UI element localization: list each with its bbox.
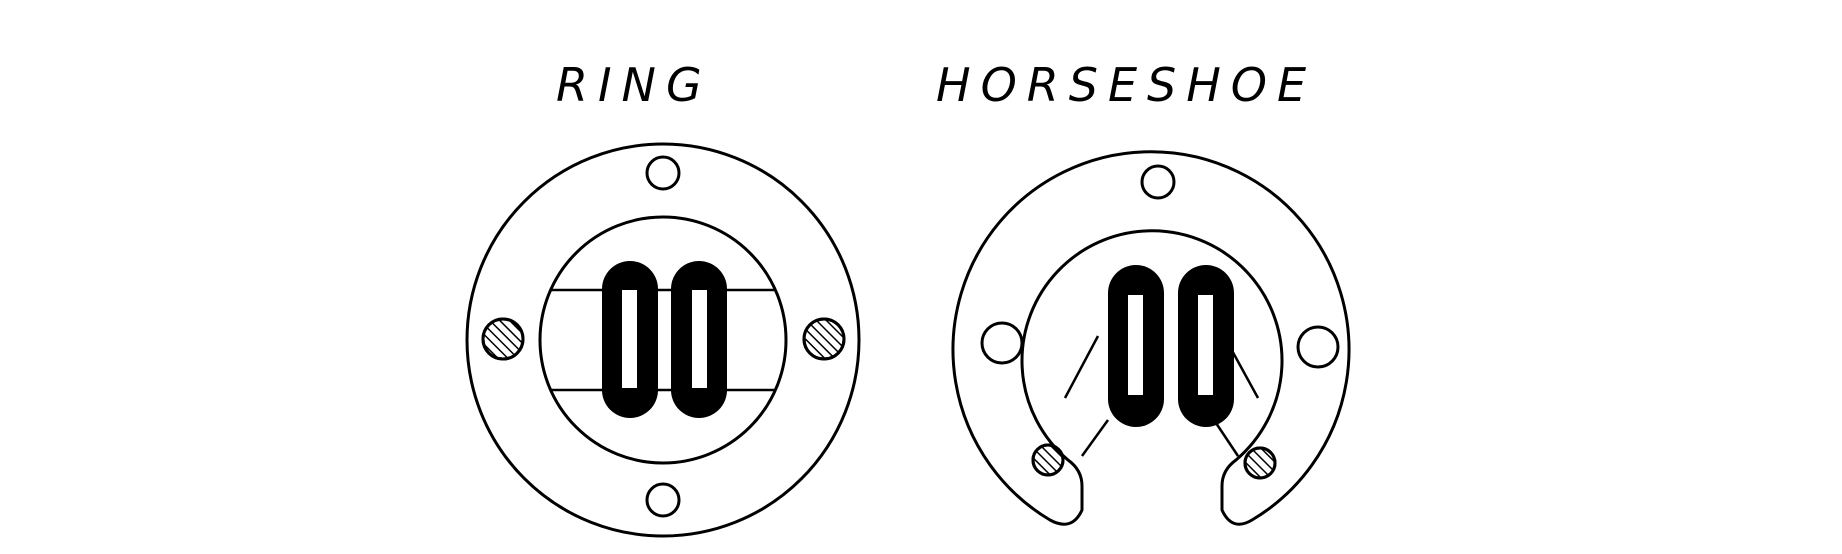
ring-inner-circle [538, 215, 788, 465]
ring-outer-circle [465, 142, 861, 538]
ring-hole-top [645, 155, 681, 191]
ring-screw-right [802, 317, 846, 361]
ring-hole-bottom [645, 482, 681, 518]
horseshoe-diagram [951, 150, 1351, 526]
ring-coil-right [671, 261, 727, 418]
ring-coil-left [602, 261, 658, 418]
horseshoe-coil-left [1108, 265, 1164, 427]
horseshoe-screw-left [1031, 443, 1065, 477]
horseshoe-hole-right [1296, 325, 1340, 369]
horseshoe-outline [951, 150, 1351, 526]
horseshoe-hole-left [980, 321, 1024, 365]
horseshoe-label: HORSESHOE [936, 58, 1317, 112]
horseshoe-hole-top [1140, 164, 1176, 200]
ring-screw-left [481, 317, 525, 361]
horseshoe-screw-right [1243, 446, 1277, 480]
horseshoe-coil-right [1178, 265, 1234, 427]
ring-label: RING [556, 58, 712, 112]
ring-diagram [465, 142, 861, 538]
ring-band [550, 288, 776, 392]
